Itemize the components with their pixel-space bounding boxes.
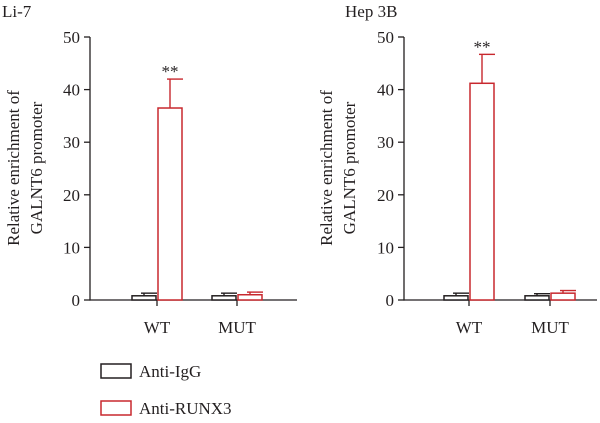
y-tick-label: 10 bbox=[377, 238, 394, 257]
y-axis-label-line2: GALNT6 promoter bbox=[340, 101, 359, 234]
y-tick-label: 30 bbox=[63, 133, 80, 152]
chart-marks: 0 10 20 30 40 50 WT MUT ** bbox=[63, 28, 297, 337]
bar bbox=[524, 295, 550, 301]
x-tick-label: MUT bbox=[531, 318, 569, 337]
legend-swatch-anti-runx3 bbox=[100, 400, 132, 416]
y-tick-label: 0 bbox=[386, 291, 395, 310]
bar bbox=[157, 107, 183, 301]
legend: Anti-IgG Anti-RUNX3 bbox=[100, 362, 232, 418]
y-tick-label: 50 bbox=[377, 28, 394, 47]
legend-label-anti-runx3: Anti-RUNX3 bbox=[139, 399, 232, 418]
bar bbox=[211, 295, 237, 301]
chart-panel-li7: Li-7 Relative enrichment of GALNT6 promo… bbox=[2, 2, 297, 337]
bar bbox=[443, 295, 469, 301]
chart-panel-hep3b: Hep 3B Relative enrichment of GALNT6 pro… bbox=[317, 2, 597, 337]
legend-label-anti-igg: Anti-IgG bbox=[139, 362, 201, 381]
y-axis-label-line1: Relative enrichment of bbox=[317, 90, 336, 246]
significance-label: ** bbox=[162, 62, 179, 81]
y-axis-label-line2: GALNT6 promoter bbox=[27, 101, 46, 234]
x-tick-label: WT bbox=[456, 318, 483, 337]
bar bbox=[237, 293, 263, 301]
bar bbox=[469, 82, 495, 301]
chart-marks: 0 10 20 30 40 50 WT MUT ** bbox=[377, 28, 597, 337]
y-tick-label: 20 bbox=[377, 186, 394, 205]
chart-title: Li-7 bbox=[2, 2, 32, 21]
legend-swatch-anti-igg bbox=[100, 363, 132, 379]
significance-label: ** bbox=[474, 37, 491, 56]
x-tick-label: MUT bbox=[218, 318, 256, 337]
y-tick-label: 40 bbox=[377, 81, 394, 100]
y-tick-label: 40 bbox=[63, 81, 80, 100]
bar bbox=[550, 292, 576, 301]
y-tick-label: 0 bbox=[72, 291, 81, 310]
y-tick-label: 50 bbox=[63, 28, 80, 47]
y-axis-label-line1: Relative enrichment of bbox=[4, 90, 23, 246]
y-tick-label: 30 bbox=[377, 133, 394, 152]
bar bbox=[131, 295, 157, 301]
y-tick-label: 20 bbox=[63, 186, 80, 205]
x-tick-label: WT bbox=[144, 318, 171, 337]
y-tick-label: 10 bbox=[63, 238, 80, 257]
chart-title: Hep 3B bbox=[345, 2, 397, 21]
